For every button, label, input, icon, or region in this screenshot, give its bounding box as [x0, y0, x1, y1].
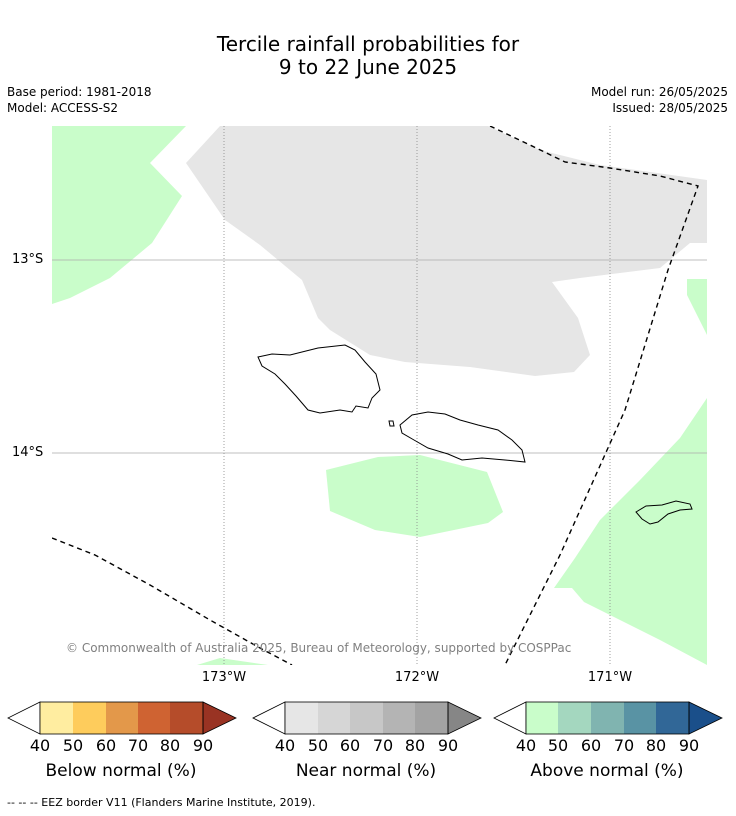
- cb-above-tick: 50: [547, 736, 569, 755]
- above-normal-region-bottom: [197, 658, 268, 665]
- cb-below-tick: 60: [95, 736, 117, 755]
- above-normal-region-east-strip: [687, 279, 707, 335]
- cb-below-tick: 80: [159, 736, 181, 755]
- cb-above-tick: 80: [645, 736, 667, 755]
- copyright-notice: © Commonwealth of Australia 2025, Bureau…: [66, 641, 572, 655]
- title-line-1: Tercile rainfall probabilities for: [216, 32, 520, 56]
- eez-border-southwest: [52, 537, 293, 665]
- title-line-2: 9 to 22 June 2025: [278, 55, 458, 79]
- lon-label-172w: 172°W: [394, 670, 440, 685]
- colorbar-below-cell: [106, 702, 138, 734]
- model-name: Model: ACCESS-S2: [7, 101, 119, 115]
- colorbar-below-right-arrow: [202, 701, 237, 735]
- colorbar-near-left-arrow: [252, 701, 286, 735]
- cb-below-tick: 50: [62, 736, 84, 755]
- colorbar-near-cell: [318, 702, 350, 734]
- lat-label-13s: 13°S: [12, 252, 44, 267]
- colorbar-below-left-arrow: [7, 701, 41, 735]
- colorbar-above-cell: [558, 702, 591, 734]
- cb-below-tick: 90: [192, 736, 214, 755]
- colorbar-near-label: Near normal (%): [295, 761, 437, 781]
- cb-near-tick: 70: [372, 736, 394, 755]
- colorbar-below-frame: [39, 701, 204, 735]
- island-upolu: [399, 411, 526, 463]
- colorbar-near-cell: [350, 702, 383, 734]
- lon-label-173w: 173°W: [201, 670, 247, 685]
- above-normal-region-nw: [52, 126, 186, 304]
- island-savaii: [257, 344, 381, 414]
- colorbar-above-cell: [624, 702, 656, 734]
- colorbar-near-cell: [415, 702, 448, 734]
- colorbar-above-cell: [526, 702, 558, 734]
- colorbar-above-right-arrow: [688, 701, 723, 735]
- near-normal-region: [186, 126, 707, 376]
- colorbar-above-cell: [656, 702, 689, 734]
- colorbar-above-normal: [493, 701, 723, 735]
- cb-near-tick: 80: [404, 736, 426, 755]
- lon-label-171w: 171°W: [587, 670, 633, 685]
- colorbar-above-frame: [525, 701, 690, 735]
- colorbar-above-cell: [591, 702, 624, 734]
- island-tutuila: [635, 500, 693, 525]
- cb-near-tick: 40: [274, 736, 296, 755]
- colorbar-below-cell: [170, 702, 203, 734]
- cb-near-tick: 90: [437, 736, 459, 755]
- colorbar-above-left-arrow: [493, 701, 527, 735]
- cb-near-tick: 50: [307, 736, 329, 755]
- eez-footnote: -- -- -- EEZ border V11 (Flanders Marine…: [7, 796, 316, 809]
- colorbar-below-normal: [7, 701, 237, 735]
- lat-label-14s: 14°S: [12, 445, 44, 460]
- model-run: Model run: 26/05/2025: [590, 85, 728, 99]
- colorbar-below-cell: [40, 702, 73, 734]
- cb-above-tick: 90: [678, 736, 700, 755]
- map-area: [52, 126, 707, 665]
- colorbar-below-cell: [138, 702, 170, 734]
- colorbar-below-label: Below normal (%): [45, 761, 197, 781]
- above-normal-region-south: [326, 455, 503, 537]
- colorbar-near-cell: [285, 702, 318, 734]
- above-normal-region-east: [554, 398, 707, 665]
- issued-date: Issued: 28/05/2025: [612, 101, 728, 115]
- cb-below-tick: 70: [127, 736, 149, 755]
- cb-above-tick: 40: [515, 736, 537, 755]
- colorbar-near-cell: [383, 702, 415, 734]
- cb-near-tick: 60: [339, 736, 361, 755]
- cb-below-tick: 40: [29, 736, 51, 755]
- base-period: Base period: 1981-2018: [7, 85, 152, 99]
- colorbar-near-frame: [284, 701, 449, 735]
- island-manono: [388, 420, 395, 427]
- eez-border-north: [489, 126, 699, 665]
- colorbar-above-label: Above normal (%): [530, 761, 684, 781]
- colorbar-below-cell: [73, 702, 106, 734]
- cb-above-tick: 70: [613, 736, 635, 755]
- colorbar-near-normal: [252, 701, 482, 735]
- cb-above-tick: 60: [580, 736, 602, 755]
- colorbar-near-right-arrow: [447, 701, 482, 735]
